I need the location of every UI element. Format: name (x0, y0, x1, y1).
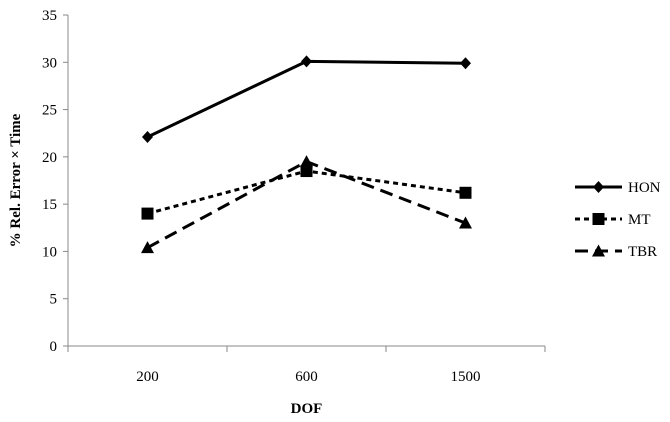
x-tick-label: 200 (136, 369, 159, 385)
data-point-mt (459, 186, 472, 199)
y-tick-label: 30 (42, 55, 57, 71)
series-mt (141, 165, 472, 220)
series-tbr (141, 155, 472, 254)
legend: HON MT TBR (575, 180, 661, 260)
legend-label-mt: MT (628, 212, 651, 228)
data-point-tbr (141, 241, 154, 254)
y-tick-label: 15 (42, 197, 57, 213)
y-tick-label: 35 (42, 8, 57, 24)
series-line-mt (147, 169, 466, 216)
series-line-hon (146, 59, 466, 139)
data-point-mt (300, 165, 313, 178)
y-axis: 0 5 10 15 20 25 30 35 (42, 8, 69, 355)
legend-label-tbr: TBR (628, 244, 657, 260)
series-layer (141, 55, 472, 254)
legend-marker-mt (592, 213, 605, 225)
data-point-hon (142, 130, 153, 143)
legend-item-tbr: TBR (575, 244, 657, 260)
x-axis: 200 600 1500 (67, 345, 546, 385)
legend-label-hon: HON (628, 180, 661, 196)
data-point-mt (141, 207, 154, 220)
legend-marker-tbr (592, 244, 605, 257)
y-tick-label: 20 (42, 150, 57, 166)
legend-marker-hon (593, 181, 604, 193)
y-axis-title: % Rel. Error × Time (8, 113, 24, 247)
series-hon (142, 55, 471, 143)
data-point-tbr (459, 216, 472, 229)
legend-item-hon: HON (575, 180, 661, 196)
y-tick-label: 5 (50, 292, 58, 308)
y-tick-label: 25 (42, 103, 57, 119)
x-tick-label: 1500 (451, 369, 481, 385)
y-tick-label: 10 (42, 244, 57, 260)
data-point-tbr (300, 155, 313, 168)
x-axis-title: DOF (291, 401, 323, 417)
data-point-hon (460, 57, 471, 70)
legend-item-mt: MT (575, 212, 651, 228)
x-tick-label: 600 (295, 369, 318, 385)
data-point-hon (301, 55, 312, 68)
y-tick-label: 0 (50, 339, 58, 355)
